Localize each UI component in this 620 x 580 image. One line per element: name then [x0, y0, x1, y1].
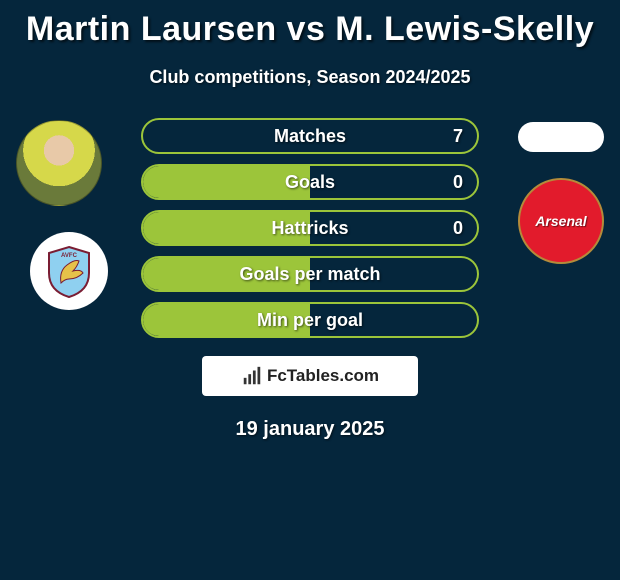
arsenal-crest-text: Arsenal	[535, 213, 586, 229]
stat-row-goals: Goals 0	[141, 164, 479, 200]
stat-row-hattricks: Hattricks 0	[141, 210, 479, 246]
brand-box[interactable]: FcTables.com	[202, 356, 418, 396]
subtitle: Club competitions, Season 2024/2025	[0, 67, 620, 88]
club-badge-right: Arsenal	[518, 178, 604, 264]
stat-value-right: 0	[453, 218, 463, 239]
stat-row-goals-per-match: Goals per match	[141, 256, 479, 292]
stat-row-matches: Matches 7	[141, 118, 479, 154]
date-text: 19 january 2025	[0, 418, 620, 441]
stats-container: Matches 7 Goals 0 Hattricks 0 Goals per …	[141, 118, 479, 338]
stat-label: Goals	[285, 172, 335, 193]
stat-label: Hattricks	[271, 218, 348, 239]
page-title: Martin Laursen vs M. Lewis-Skelly	[0, 0, 620, 49]
stat-value-right: 7	[453, 126, 463, 147]
aston-villa-crest-icon: AVFC	[41, 243, 97, 299]
stat-label: Matches	[274, 126, 346, 147]
stat-label: Min per goal	[257, 310, 363, 331]
bar-chart-icon	[241, 365, 263, 387]
player-left-photo	[16, 120, 102, 206]
svg-text:AVFC: AVFC	[61, 253, 78, 259]
club-badge-left: AVFC	[30, 232, 108, 310]
stat-value-right: 0	[453, 172, 463, 193]
stat-row-min-per-goal: Min per goal	[141, 302, 479, 338]
stat-label: Goals per match	[239, 264, 380, 285]
player-right-photo-placeholder	[518, 122, 604, 152]
brand-text: FcTables.com	[267, 366, 379, 386]
